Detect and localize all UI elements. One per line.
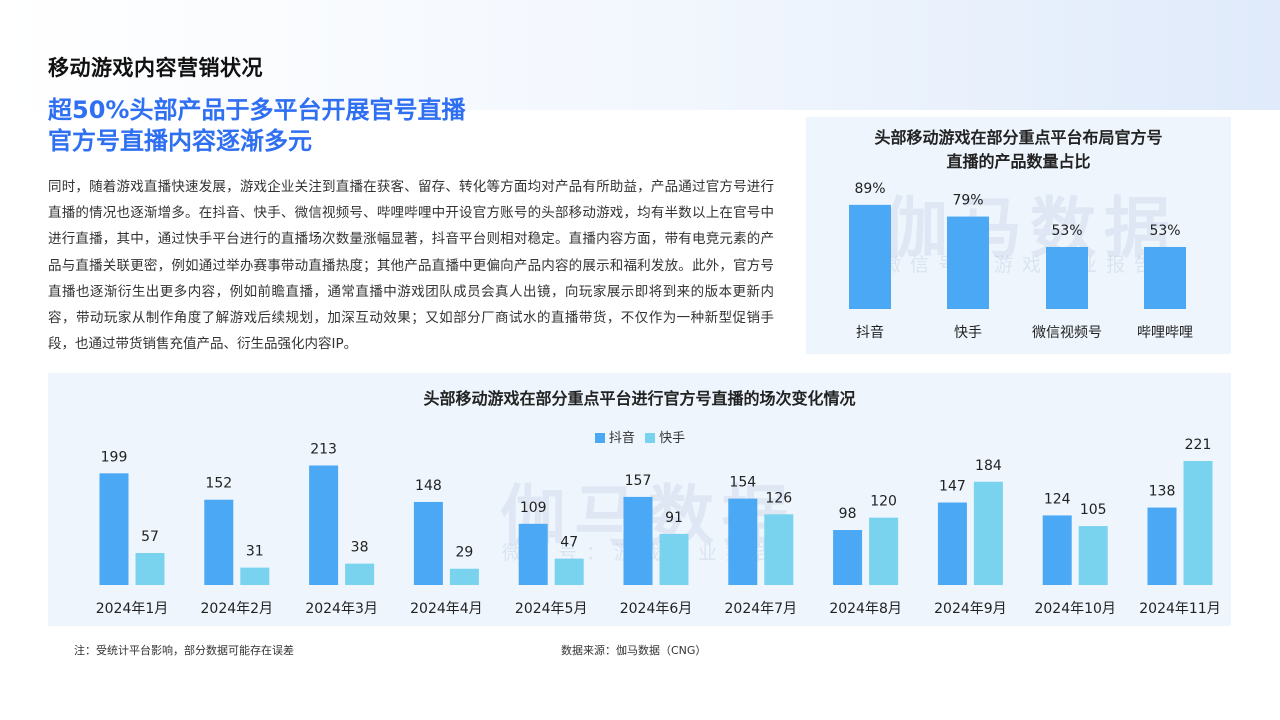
value-label-kuaishou: 57 bbox=[141, 529, 159, 545]
legend-item-douyin: 抖音 bbox=[594, 427, 635, 446]
value-label-douyin: 199 bbox=[101, 449, 128, 465]
bar-kuaishou bbox=[135, 553, 165, 585]
value-label-douyin: 152 bbox=[205, 476, 232, 492]
month-label: 2024年6月 bbox=[620, 601, 693, 617]
value-label-kuaishou: 221 bbox=[1185, 437, 1212, 453]
share-category-label: 微信视频号 bbox=[1032, 325, 1102, 341]
bar-douyin bbox=[623, 496, 653, 585]
bar-douyin bbox=[1042, 515, 1072, 585]
share-category-label: 哔哩哔哩 bbox=[1137, 325, 1193, 341]
value-label-kuaishou: 120 bbox=[870, 494, 897, 510]
month-label: 2024年10月 bbox=[1034, 601, 1115, 617]
month-label: 2024年4月 bbox=[410, 601, 483, 617]
value-label-kuaishou: 47 bbox=[560, 535, 578, 551]
bar-kuaishou bbox=[1078, 526, 1108, 585]
value-label-douyin: 157 bbox=[625, 473, 652, 489]
share-bar bbox=[1046, 246, 1088, 309]
platform-share-chart-title-line-2: 直播的产品数量占比 bbox=[946, 152, 1091, 171]
body-paragraph: 同时，随着游戏直播快速发展，游戏企业关注到直播在获客、留存、转化等方面均对产品有… bbox=[48, 179, 774, 353]
headline-line-1: 超50%头部产品于多平台开展官号直播 bbox=[48, 96, 466, 124]
value-label-douyin: 98 bbox=[839, 506, 857, 522]
legend-swatch-kuaishou bbox=[645, 433, 656, 443]
bar-kuaishou bbox=[345, 563, 375, 585]
month-label: 2024年8月 bbox=[829, 601, 902, 617]
headline: 超50%头部产品于多平台开展官号直播 官方号直播内容逐渐多元 bbox=[48, 95, 465, 157]
month-label: 2024年1月 bbox=[96, 601, 169, 617]
bar-kuaishou bbox=[240, 567, 270, 585]
share-value-label: 53% bbox=[1149, 223, 1180, 239]
bar-douyin bbox=[413, 501, 443, 585]
bar-douyin bbox=[833, 530, 863, 585]
share-bar bbox=[947, 216, 989, 309]
bar-douyin bbox=[309, 465, 339, 585]
month-label: 2024年11月 bbox=[1139, 601, 1220, 617]
value-label-kuaishou: 91 bbox=[665, 510, 683, 526]
share-value-label: 53% bbox=[1051, 223, 1082, 239]
bar-douyin bbox=[937, 502, 967, 585]
share-bar bbox=[1144, 246, 1186, 309]
bar-kuaishou bbox=[764, 514, 794, 585]
value-label-kuaishou: 31 bbox=[246, 544, 264, 560]
data-source: 数据来源：伽马数据（CNG） bbox=[561, 644, 707, 657]
value-label-kuaishou: 29 bbox=[455, 545, 473, 561]
month-label: 2024年3月 bbox=[305, 601, 378, 617]
value-label-douyin: 138 bbox=[1149, 484, 1176, 500]
bar-douyin bbox=[99, 473, 129, 585]
monthly-streams-chart: 199 57 2024年1月 152 31 2024年2月 213 38 2024年3月 148 2… bbox=[96, 437, 1221, 617]
legend-swatch-douyin bbox=[594, 433, 605, 443]
value-label-douyin: 147 bbox=[939, 479, 966, 495]
platform-share-chart-title: 头部移动游戏在部分重点平台布局官方号 直播的产品数量占比 bbox=[806, 126, 1231, 174]
page-title: 移动游戏内容营销状况 bbox=[48, 56, 263, 80]
legend-item-kuaishou: 快手 bbox=[645, 427, 685, 446]
bar-douyin bbox=[518, 523, 548, 585]
bar-kuaishou bbox=[973, 481, 1003, 585]
bar-douyin bbox=[1147, 507, 1177, 585]
legend-label-douyin: 抖音 bbox=[608, 431, 635, 446]
value-label-kuaishou: 184 bbox=[975, 458, 1002, 474]
legend-label-kuaishou: 快手 bbox=[659, 431, 686, 446]
bar-kuaishou bbox=[554, 558, 584, 585]
monthly-streams-chart-title: 头部移动游戏在部分重点平台进行官方号直播的场次变化情况 bbox=[423, 389, 856, 408]
footnote: 注：受统计平台影响，部分数据可能存在误差 bbox=[74, 644, 294, 657]
share-category-label: 快手 bbox=[954, 325, 982, 341]
share-category-label: 抖音 bbox=[856, 324, 884, 341]
value-label-kuaishou: 126 bbox=[765, 490, 792, 506]
value-label-kuaishou: 105 bbox=[1080, 502, 1107, 518]
value-label-douyin: 109 bbox=[520, 500, 547, 516]
platform-share-chart-title-line-1: 头部移动游戏在部分重点平台布局官方号 bbox=[874, 128, 1163, 147]
share-value-label: 89% bbox=[854, 181, 885, 197]
value-label-kuaishou: 38 bbox=[351, 540, 369, 556]
bar-douyin bbox=[728, 498, 758, 585]
bar-kuaishou bbox=[449, 568, 479, 585]
bar-kuaishou bbox=[1183, 461, 1213, 585]
value-label-douyin: 148 bbox=[415, 478, 442, 494]
month-label: 2024年5月 bbox=[515, 601, 588, 617]
month-label: 2024年2月 bbox=[201, 601, 274, 617]
platform-share-chart: 89% 抖音 79% 快手 53% 微信视频号 53% 哔哩哔哩 bbox=[849, 181, 1193, 341]
monthly-streams-legend: 抖音 快手 bbox=[0, 427, 1280, 446]
value-label-douyin: 154 bbox=[729, 475, 756, 491]
value-label-douyin: 213 bbox=[310, 441, 337, 457]
bar-kuaishou bbox=[869, 517, 899, 585]
month-label: 2024年7月 bbox=[725, 601, 798, 617]
bar-kuaishou bbox=[659, 533, 689, 585]
share-bar bbox=[849, 204, 891, 309]
month-label: 2024年9月 bbox=[934, 601, 1007, 617]
bar-douyin bbox=[204, 499, 234, 585]
share-value-label: 79% bbox=[952, 193, 983, 209]
headline-line-2: 官方号直播内容逐渐多元 bbox=[48, 127, 312, 155]
value-label-douyin: 124 bbox=[1044, 491, 1071, 507]
